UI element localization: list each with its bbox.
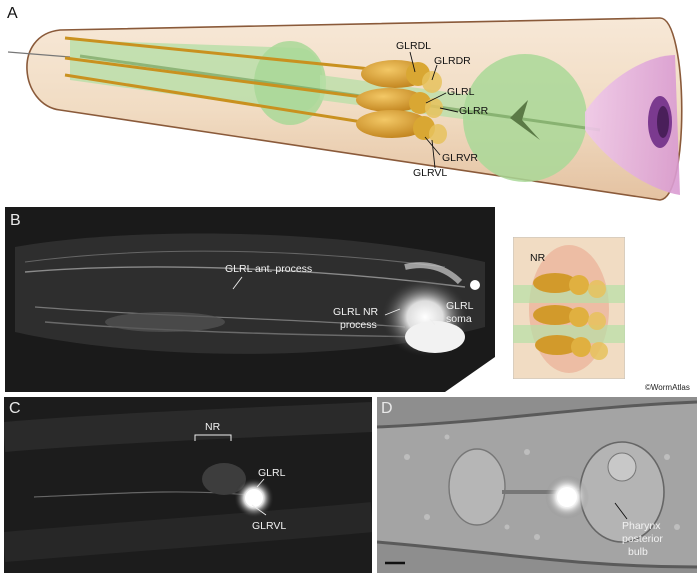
label-pharynx-l2: posterior [622,533,663,545]
panel-b-letter: B [10,212,21,229]
label-glrl-ant-process: GLRL ant. process [225,263,313,275]
worm-head-illustration [7,17,683,201]
panel-d-letter: D [381,400,393,417]
panel-b-micrograph [5,207,495,392]
label-glrl-soma-l2: soma [446,313,472,325]
grinder [510,100,540,140]
panel-c-micrograph [4,397,372,573]
intestine-structure [585,55,680,195]
intestine-lumen-core [657,106,669,138]
label-glrl-nr-l1: GLRL NR [333,306,379,318]
label-pharynx-l3: bulb [628,546,648,558]
credit-wormatlas: ©WormAtlas [645,383,690,392]
glr-processes [64,36,401,130]
label-glrdl: GLRDL [396,40,432,52]
panel-c-letter: C [9,400,21,417]
label-glrvl-a: GLRVL [413,167,448,179]
label-pharynx-l1: Pharynx [622,520,661,532]
label-glrl-nr-l2: process [340,319,377,331]
panel-a-letter: A [7,5,18,22]
amphid-line [7,51,71,58]
label-glrl-soma-l1: GLRL [446,300,474,312]
label-glrr: GLRR [459,105,489,117]
label-nr-c: NR [205,421,221,433]
label-glrdr: GLRDR [434,55,471,67]
label-glrvr: GLRVR [442,152,478,164]
panel-d-micrograph [377,397,697,573]
nr-inset-illustration [513,237,625,379]
glr-somata [356,60,447,144]
label-glrvl-c: GLRVL [252,520,287,532]
label-inset-nr: NR [530,252,546,264]
label-glrl-c: GLRL [258,467,286,479]
panel-a-leader-lines [409,51,459,169]
label-glrl-a: GLRL [447,86,475,98]
